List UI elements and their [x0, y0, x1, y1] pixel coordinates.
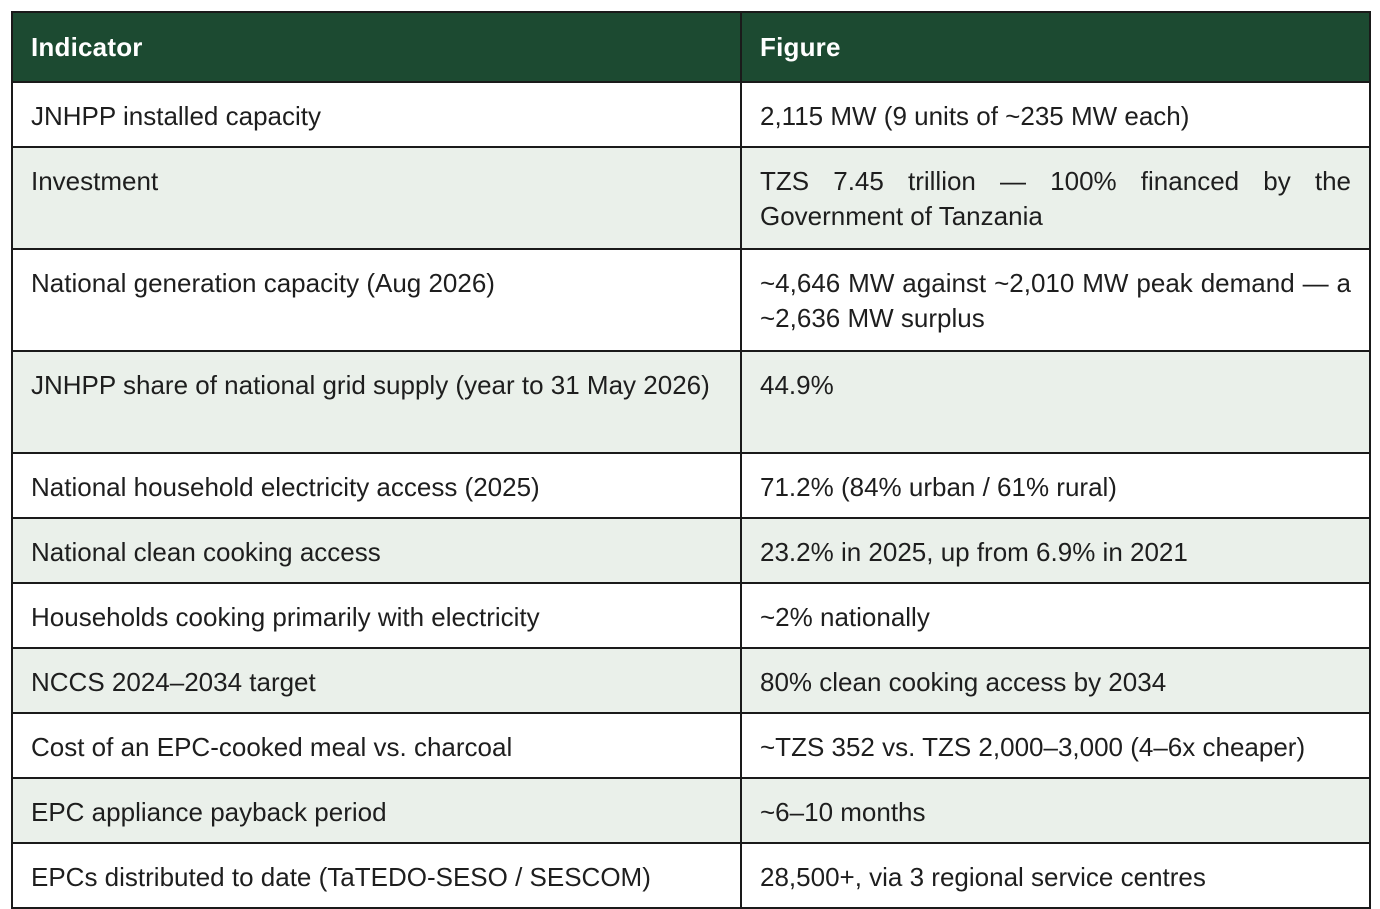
table-row: NCCS 2024–2034 target 80% clean cooking …: [12, 648, 1370, 714]
table-row: Cost of an EPC-cooked meal vs. charcoal …: [12, 713, 1370, 779]
table-row: Households cooking primarily with electr…: [12, 583, 1370, 649]
table-row: National household electricity access (2…: [12, 453, 1370, 519]
indicator-cell: National clean cooking access: [12, 518, 742, 584]
indicator-cell: JNHPP installed capacity: [12, 82, 742, 148]
figure-cell: 44.9%: [741, 351, 1370, 454]
table-row: JNHPP installed capacity 2,115 MW (9 uni…: [12, 82, 1370, 148]
figure-cell: ~TZS 352 vs. TZS 2,000–3,000 (4–6x cheap…: [741, 713, 1370, 779]
indicator-cell: Households cooking primarily with electr…: [12, 583, 742, 649]
header-figure: Figure: [741, 12, 1370, 83]
table-row: JNHPP share of national grid supply (yea…: [12, 351, 1370, 454]
indicator-cell: EPCs distributed to date (TaTEDO-SESO / …: [12, 843, 742, 908]
figure-cell: 23.2% in 2025, up from 6.9% in 2021: [741, 518, 1370, 584]
indicator-cell: National generation capacity (Aug 2026): [12, 249, 742, 352]
indicator-cell: EPC appliance payback period: [12, 778, 742, 844]
table-row: Investment TZS 7.45 trillion — 100% fina…: [12, 147, 1370, 250]
figure-cell: TZS 7.45 trillion — 100% financed by the…: [741, 147, 1370, 250]
indicator-table-container: Indicator Figure JNHPP installed capacit…: [11, 11, 1371, 909]
table-row: National clean cooking access 23.2% in 2…: [12, 518, 1370, 584]
figure-cell: 28,500+, via 3 regional service centres: [741, 843, 1370, 908]
indicator-cell: Cost of an EPC-cooked meal vs. charcoal: [12, 713, 742, 779]
indicator-cell: National household electricity access (2…: [12, 453, 742, 519]
header-indicator: Indicator: [12, 12, 742, 83]
indicator-cell: JNHPP share of national grid supply (yea…: [12, 351, 742, 454]
table-row: National generation capacity (Aug 2026) …: [12, 249, 1370, 352]
indicator-cell: NCCS 2024–2034 target: [12, 648, 742, 714]
indicator-table: Indicator Figure JNHPP installed capacit…: [11, 11, 1371, 909]
figure-cell: 80% clean cooking access by 2034: [741, 648, 1370, 714]
indicator-cell: Investment: [12, 147, 742, 250]
figure-cell: ~6–10 months: [741, 778, 1370, 844]
figure-cell: 71.2% (84% urban / 61% rural): [741, 453, 1370, 519]
figure-cell: 2,115 MW (9 units of ~235 MW each): [741, 82, 1370, 148]
table-header-row: Indicator Figure: [12, 12, 1370, 83]
table-row: EPC appliance payback period ~6–10 month…: [12, 778, 1370, 844]
figure-cell: ~2% nationally: [741, 583, 1370, 649]
table-row: EPCs distributed to date (TaTEDO-SESO / …: [12, 843, 1370, 908]
figure-cell: ~4,646 MW against ~2,010 MW peak demand …: [741, 249, 1370, 352]
